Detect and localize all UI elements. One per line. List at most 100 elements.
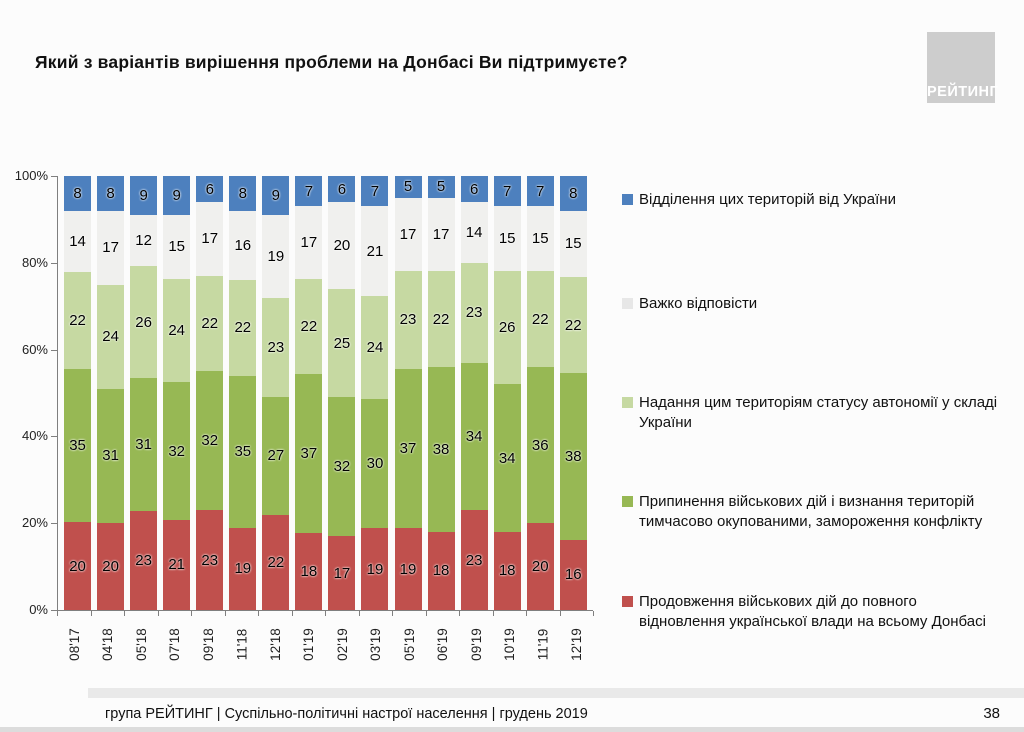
segment-value-label: 15 bbox=[168, 238, 186, 256]
bar-segment: 25 bbox=[328, 288, 356, 398]
x-axis-tick bbox=[325, 611, 326, 616]
segment-value-label: 5 bbox=[403, 178, 413, 196]
segment-value-label: 34 bbox=[465, 427, 483, 445]
y-axis-tick bbox=[51, 610, 57, 611]
segment-value-label: 18 bbox=[300, 562, 318, 580]
bar-segment: 9 bbox=[163, 176, 191, 215]
segment-value-label: 23 bbox=[201, 551, 219, 569]
bar-segment: 20 bbox=[328, 202, 356, 289]
x-axis-label-text: 04'18 bbox=[100, 627, 115, 661]
x-axis-label: 04'18 bbox=[91, 615, 125, 673]
segment-value-label: 19 bbox=[399, 560, 417, 578]
x-axis-label: 05'18 bbox=[124, 615, 158, 673]
y-axis-label: 40% bbox=[21, 428, 48, 444]
y-axis-label: 60% bbox=[21, 341, 48, 357]
bar-06'19: 18 38 22 17 5 bbox=[427, 175, 455, 610]
y-axis-tick bbox=[51, 436, 57, 438]
bar-segment: 19 bbox=[394, 528, 422, 610]
x-axis-label: 05'19 bbox=[392, 615, 426, 673]
segment-value-label: 8 bbox=[106, 184, 115, 202]
legend-entry: Важко відповісти bbox=[622, 294, 1017, 314]
segment-value-label: 17 bbox=[432, 226, 450, 244]
footer-source-text: група РЕЙТИНГ | Суспільно-політичні наст… bbox=[105, 706, 588, 722]
segment-value-label: 15 bbox=[531, 230, 549, 248]
bar-segment: 32 bbox=[163, 382, 191, 520]
segment-value-label: 35 bbox=[234, 443, 252, 461]
segment-value-label: 21 bbox=[168, 556, 186, 574]
bar-12'18: 22 27 23 19 9 bbox=[262, 176, 290, 610]
segment-value-label: 24 bbox=[366, 339, 384, 357]
legend-entry-line: Важко відповісти bbox=[639, 295, 758, 312]
bar-segment: 35 bbox=[64, 368, 92, 523]
bar-segment: 6 bbox=[460, 176, 488, 203]
segment-value-label: 22 bbox=[531, 310, 549, 328]
bar-segment: 22 bbox=[229, 280, 257, 376]
x-axis-label: 11'19 bbox=[526, 615, 560, 673]
bar-segment: 21 bbox=[361, 206, 389, 297]
bar-segment: 17 bbox=[427, 197, 455, 272]
segment-value-label: 20 bbox=[69, 557, 86, 575]
segment-value-label: 26 bbox=[135, 313, 152, 331]
bar-segment: 14 bbox=[460, 202, 488, 263]
x-axis-label-text: 05'18 bbox=[133, 627, 149, 661]
slide-title: Який з варіантів вирішення проблеми на Д… bbox=[35, 52, 628, 72]
bar-segment: 7 bbox=[526, 176, 554, 207]
bar-segment: 37 bbox=[295, 373, 323, 533]
bar-segment: 24 bbox=[361, 296, 389, 400]
bar-segment: 8 bbox=[559, 176, 587, 212]
x-axis-label-text: 03'19 bbox=[368, 627, 383, 661]
bar-segment: 32 bbox=[196, 371, 224, 511]
bar-segment: 34 bbox=[460, 362, 488, 511]
legend-entry: Продовження військових дій до повного від… bbox=[622, 592, 1017, 632]
bar-segment: 24 bbox=[97, 284, 125, 389]
segment-value-label: 17 bbox=[102, 239, 119, 257]
legend-entry-line: відновлення української влади на всьому … bbox=[639, 612, 986, 630]
y-axis-tick bbox=[51, 523, 57, 525]
y-axis-label: 100% bbox=[14, 168, 48, 183]
bar-segment: 15 bbox=[559, 211, 587, 277]
segment-value-label: 6 bbox=[205, 180, 214, 198]
segment-value-label: 31 bbox=[102, 447, 119, 465]
bar-segment: 20 bbox=[97, 523, 125, 610]
x-axis-label-text: 07'18 bbox=[167, 627, 182, 661]
legend-entry-label: Важко відповісти bbox=[639, 294, 1017, 314]
x-axis-label: 08'17 bbox=[57, 615, 91, 673]
segment-value-label: 6 bbox=[337, 180, 347, 198]
bar-05'18: 23 31 26 12 9 bbox=[130, 176, 158, 610]
segment-value-label: 12 bbox=[135, 231, 152, 249]
segment-value-label: 22 bbox=[564, 316, 582, 334]
segment-value-label: 23 bbox=[135, 552, 152, 570]
x-axis-tick bbox=[358, 611, 360, 616]
bar-09'19: 23 34 23 14 6 bbox=[460, 176, 488, 610]
x-axis-tick bbox=[224, 611, 226, 616]
legend-entry-line: Надання цим територіям статусу автономії… bbox=[639, 394, 998, 411]
bar-segment: 22 bbox=[262, 514, 290, 610]
segment-value-label: 36 bbox=[531, 436, 549, 454]
bar-segment: 6 bbox=[328, 176, 356, 203]
segment-value-label: 9 bbox=[139, 186, 148, 204]
bar-segment: 22 bbox=[64, 272, 92, 369]
bar-10'19: 18 34 26 15 7 bbox=[493, 176, 521, 610]
y-axis-label: 80% bbox=[21, 254, 48, 270]
segment-value-label: 22 bbox=[432, 310, 450, 328]
x-axis-label: 09'19 bbox=[459, 615, 493, 673]
bar-segment: 20 bbox=[64, 522, 92, 610]
x-axis-label-text: 11'19 bbox=[535, 628, 551, 660]
legend-entry-line: Відділення цих територій від України bbox=[639, 191, 896, 208]
x-axis-label-text: 09'19 bbox=[468, 627, 484, 661]
bar-segment: 32 bbox=[328, 397, 356, 537]
bar-segment: 34 bbox=[493, 384, 521, 532]
bar-09'18: 23 32 22 17 6 bbox=[196, 176, 224, 610]
segment-value-label: 14 bbox=[465, 223, 483, 241]
segment-value-label: 35 bbox=[69, 437, 86, 455]
bar-segment: 31 bbox=[97, 388, 125, 524]
bar-segment: 5 bbox=[427, 175, 455, 198]
bar-segment: 22 bbox=[196, 275, 224, 372]
legend-color-marker bbox=[622, 397, 633, 408]
legend-entry-label: Припинення військових дій і визнання тер… bbox=[639, 492, 1017, 532]
segment-value-label: 8 bbox=[238, 184, 247, 202]
segment-value-label: 23 bbox=[465, 304, 483, 322]
page-number: 38 bbox=[983, 705, 1000, 722]
rating-group-logo: РЕЙТИНГ bbox=[927, 32, 998, 103]
segment-value-label: 7 bbox=[536, 182, 545, 200]
